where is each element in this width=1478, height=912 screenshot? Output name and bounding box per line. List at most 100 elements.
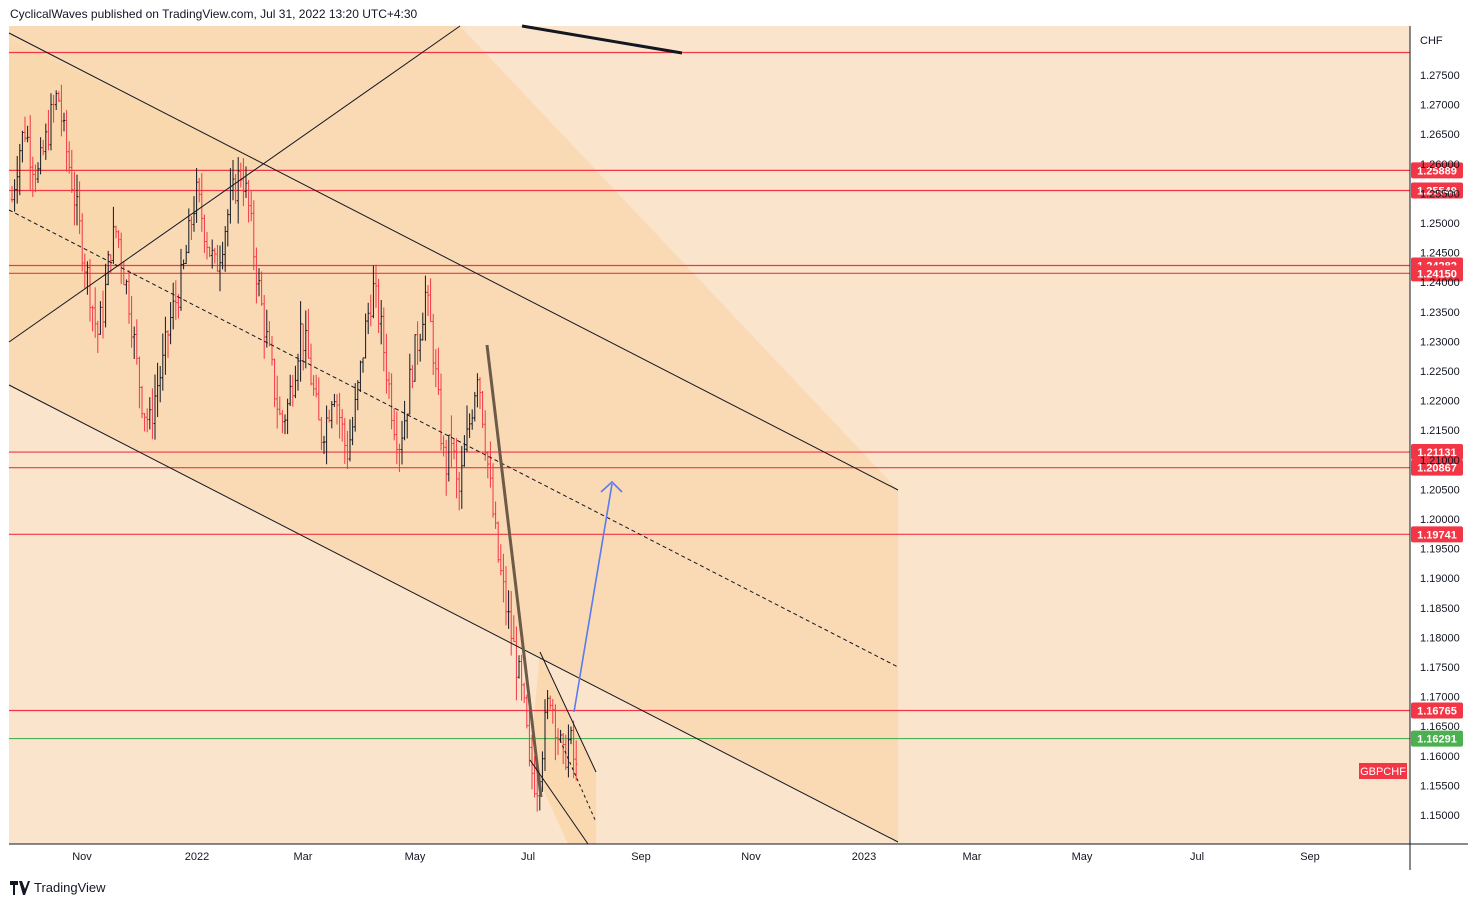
- ohlc-bar: [504, 566, 508, 626]
- ohlc-bar: [23, 116, 27, 142]
- level-label-5: 1.21131: [1417, 447, 1456, 459]
- ohlc-bar: [460, 445, 463, 509]
- symbol-tag-bg: [1359, 763, 1407, 779]
- ohlc-bar: [185, 244, 188, 265]
- ohlc-bar: [94, 287, 97, 338]
- ohlc-bar: [499, 544, 502, 576]
- wedge-lower-line: [529, 759, 589, 845]
- drop-trendline: [485, 344, 543, 798]
- ohlc-bar: [127, 270, 131, 324]
- ohlc-bar: [276, 375, 279, 429]
- ohlc-bar: [130, 295, 133, 348]
- ohlc-bar: [382, 307, 385, 372]
- ohlc-bar: [198, 177, 201, 203]
- ohlc-bar: [395, 411, 398, 465]
- ohlc-bar: [523, 682, 526, 703]
- ohlc-bar: [294, 365, 297, 399]
- ohlc-bar: [429, 278, 432, 323]
- ascending-trendline: [8, 25, 461, 343]
- ohlc-bar: [62, 112, 66, 132]
- y-tick-label-11: 1.22000: [1420, 396, 1460, 408]
- channel-lower-line: [8, 384, 899, 843]
- ohlc-bar: [135, 319, 138, 365]
- y-tick-label-13: 1.21000: [1420, 455, 1460, 467]
- tradingview-logo-icon: [10, 880, 30, 895]
- ohlc-bar: [315, 374, 318, 398]
- ohlc-bar: [575, 740, 578, 781]
- ohlc-bar: [517, 655, 521, 679]
- ohlc-bar: [377, 278, 380, 333]
- ohlc-bar: [445, 439, 448, 496]
- level-label-7: 1.19741: [1417, 529, 1457, 541]
- ohlc-bar: [510, 591, 513, 656]
- ohlc-bar: [125, 279, 128, 295]
- ohlc-bar: [83, 253, 86, 289]
- level-label-1: 1.25889: [1417, 165, 1457, 177]
- ohlc-bar: [200, 173, 203, 232]
- ohlc-bar: [330, 401, 333, 429]
- y-tick-label-9: 1.23000: [1420, 336, 1460, 348]
- ohlc-bar: [525, 694, 528, 729]
- ohlc-bar: [81, 213, 84, 272]
- publisher-header: CyclicalWaves published on TradingView.c…: [10, 7, 417, 21]
- ohlc-bar: [39, 137, 42, 175]
- ohlc-bar: [541, 751, 544, 792]
- ohlc-bar: [289, 374, 292, 406]
- ohlc-bar: [424, 275, 427, 341]
- ohlc-bar: [205, 231, 209, 260]
- ohlc-bar: [569, 726, 573, 745]
- ohlc-bar: [489, 441, 492, 488]
- ohlc-bar: [372, 265, 375, 319]
- ohlc-bar: [546, 690, 549, 720]
- ohlc-bar: [52, 94, 55, 123]
- level-label-6: 1.20867: [1417, 463, 1457, 475]
- level-label-bg-7: [1411, 526, 1463, 543]
- ohlc-bar: [109, 254, 112, 274]
- currency-label: CHF: [1420, 35, 1443, 47]
- y-tick-label-21: 1.17000: [1420, 692, 1460, 704]
- ohlc-bar: [148, 397, 151, 430]
- ohlc-bar: [255, 247, 258, 304]
- ohlc-bar: [117, 230, 120, 249]
- x-tick-label-5: Sep: [631, 851, 651, 863]
- level-label-bg-5: [1411, 444, 1463, 461]
- ohlc-bar: [237, 157, 240, 224]
- y-tick-label-3: 1.26000: [1420, 159, 1460, 171]
- ohlc-bar: [419, 333, 422, 362]
- ohlc-bar: [263, 294, 266, 359]
- ohlc-bar: [151, 388, 154, 440]
- ohlc-bar: [320, 417, 323, 451]
- ohlc-bar: [221, 241, 224, 270]
- ohlc-bar: [211, 239, 214, 269]
- ohlc-bar: [369, 294, 372, 327]
- ohlc-bar: [174, 280, 177, 320]
- ohlc-bar: [302, 323, 305, 371]
- level-label-8: 1.16765: [1417, 706, 1457, 718]
- y-tick-label-10: 1.22500: [1420, 366, 1460, 378]
- ohlc-bar: [107, 250, 110, 286]
- ohlc-bar: [406, 413, 409, 439]
- ohlc-bar: [421, 312, 424, 341]
- ohlc-bar: [286, 398, 289, 435]
- y-tick-label-8: 1.23500: [1420, 307, 1460, 319]
- ohlc-bar: [478, 377, 482, 409]
- ohlc-bar: [268, 321, 271, 347]
- ohlc-bar: [486, 451, 489, 479]
- ohlc-bar: [304, 310, 307, 369]
- ohlc-bar: [374, 264, 378, 308]
- wedge-upper-line: [539, 651, 597, 773]
- ohlc-bar: [455, 437, 458, 499]
- ohlc-bar: [57, 91, 60, 102]
- ohlc-bar: [10, 186, 14, 203]
- ohlc-bar: [476, 373, 479, 408]
- ohlc-bar: [244, 166, 248, 199]
- y-tick-label-0: 1.27500: [1420, 70, 1460, 82]
- ohlc-bar: [26, 125, 29, 143]
- current-price-label-bg: [1411, 730, 1463, 747]
- ohlc-bar: [351, 416, 354, 446]
- y-tick-label-2: 1.26500: [1420, 129, 1460, 141]
- ohlc-bar: [528, 706, 531, 767]
- ohlc-bar: [226, 209, 229, 247]
